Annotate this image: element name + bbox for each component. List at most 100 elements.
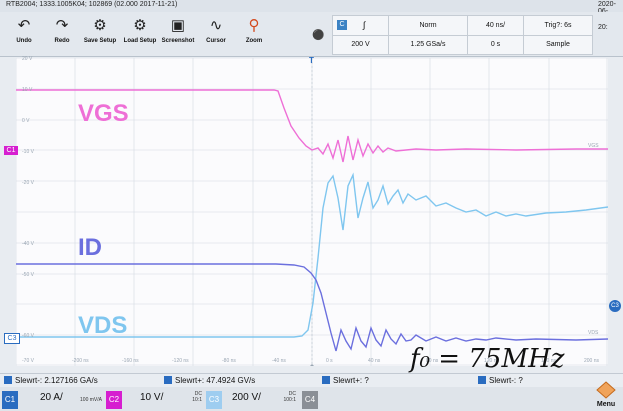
y-label-4: -20 V bbox=[22, 180, 34, 186]
volts-cell[interactable]: 200 V bbox=[332, 35, 389, 55]
offset-cell[interactable]: 0 s bbox=[467, 35, 524, 55]
channel-select-cell[interactable]: C ∫ bbox=[332, 15, 389, 36]
c3-tag[interactable]: C3 bbox=[206, 391, 222, 409]
timebase-cell[interactable]: 40 ns/ bbox=[467, 15, 524, 36]
c1-sub: 100 mV/A bbox=[68, 391, 102, 403]
c2-scale[interactable]: 10 V/ bbox=[140, 392, 164, 403]
timebase-value: 40 ns/ bbox=[485, 22, 506, 29]
date-bottom: 20: bbox=[598, 24, 608, 31]
c1-tag[interactable]: C1 bbox=[2, 391, 18, 409]
gear-save-icon: ⚙ bbox=[93, 17, 107, 34]
waveform-display[interactable]: VGS ID VDS 20 V 10 V 0 V -10 V -20 V -40… bbox=[16, 56, 608, 374]
zoom-button[interactable]: ⚲ Zoom bbox=[234, 14, 274, 54]
magnifier-icon: ⚲ bbox=[248, 17, 260, 34]
trigger-status: Trig?: 6s bbox=[544, 22, 572, 29]
id-trace bbox=[16, 263, 608, 352]
cursor-button[interactable]: ∿ Cursor bbox=[196, 14, 236, 54]
vgs-label: VGS bbox=[78, 100, 129, 127]
measurement-3-swatch bbox=[322, 376, 330, 384]
channel-bar: C1 20 A/ 100 mV/A C2 10 V/ DC 10:1 C3 200… bbox=[0, 387, 623, 411]
c1-scale[interactable]: 20 A/ bbox=[40, 392, 63, 403]
acquisition-cell[interactable]: Sample bbox=[523, 35, 593, 55]
y-label-5: -40 V bbox=[22, 241, 34, 247]
redo-button[interactable]: ↷ Redo bbox=[42, 14, 82, 54]
trigger-t-marker[interactable]: T bbox=[309, 56, 314, 65]
edge-icon: ∫ bbox=[363, 20, 366, 30]
vgs-trace bbox=[16, 89, 608, 163]
c3-sub1: DC bbox=[288, 391, 296, 397]
x-label-5: 0 s bbox=[326, 358, 333, 364]
channel-pill: C bbox=[337, 20, 347, 30]
zoom-label: Zoom bbox=[245, 38, 263, 44]
camera-icon: ▣ bbox=[170, 17, 186, 34]
c2-tag[interactable]: C2 bbox=[106, 391, 122, 409]
x-label-6: 40 ns bbox=[368, 358, 381, 364]
toolbar: ↶ Undo ↷ Redo ⚙ Save Setup ⚙ Load Setup … bbox=[0, 12, 623, 57]
measurement-4[interactable]: Slewrt-: ? bbox=[478, 376, 523, 385]
redo-icon: ↷ bbox=[55, 17, 69, 34]
measurement-2[interactable]: Slewrt+: 47.4924 GV/s bbox=[164, 376, 255, 385]
measurement-2-text: Slewrt+: 47.4924 GV/s bbox=[175, 376, 256, 385]
c2-sub2: 10:1 bbox=[192, 397, 202, 403]
x-label-10: 200 ns bbox=[584, 358, 600, 364]
c3-scale[interactable]: 200 V/ bbox=[232, 392, 261, 403]
undo-icon: ↶ bbox=[17, 17, 31, 34]
vds-trace bbox=[16, 172, 608, 338]
measurement-4-swatch bbox=[478, 376, 486, 384]
volts-value: 200 V bbox=[351, 41, 370, 48]
y-label-8: -70 V bbox=[22, 358, 34, 364]
c3-sub2: 100:1 bbox=[283, 397, 296, 403]
x-label-9: 160 ns bbox=[541, 358, 557, 364]
measurement-3-text: Slewrt+: ? bbox=[333, 376, 369, 385]
waveform-svg bbox=[16, 58, 608, 366]
x-label-0: -200 ns bbox=[72, 358, 89, 364]
trigger-mode-cell[interactable]: Norm bbox=[388, 15, 468, 36]
load-setup-button[interactable]: ⚙ Load Setup bbox=[120, 14, 160, 54]
c1-offset-marker[interactable]: C1 bbox=[4, 146, 18, 155]
measurement-1-swatch bbox=[4, 376, 12, 384]
sample-rate-cell[interactable]: 1.25 GSa/s bbox=[388, 35, 468, 55]
measurement-3[interactable]: Slewrt+: ? bbox=[322, 376, 369, 385]
resonance-formula: f₀ = 75MHz bbox=[410, 344, 565, 374]
x-label-3: -80 ns bbox=[222, 358, 236, 364]
measurement-bar: Slewrt-: 2.127166 GA/s Slewrt+: 47.4924 … bbox=[0, 373, 623, 387]
c2-sub1: DC bbox=[194, 391, 202, 397]
load-setup-label: Load Setup bbox=[123, 38, 157, 44]
x-label-7: 80 ns bbox=[426, 358, 439, 364]
undo-label: Undo bbox=[16, 38, 32, 44]
y-label-6: -50 V bbox=[22, 272, 34, 278]
measurement-1[interactable]: Slewrt-: 2.127166 GA/s bbox=[4, 376, 98, 385]
date-top: 2020-06- bbox=[598, 1, 616, 15]
trigger-mode: Norm bbox=[419, 22, 437, 29]
measurement-2-swatch bbox=[164, 376, 172, 384]
x-label-2: -120 ns bbox=[172, 358, 189, 364]
window-title: RTB2004; 1333.1005K04; 102869 (02.000 20… bbox=[6, 1, 178, 8]
screenshot-label: Screenshot bbox=[161, 38, 195, 44]
window-titlebar: RTB2004; 1333.1005K04; 102869 (02.000 20… bbox=[0, 0, 623, 15]
c2-sub: DC 10:1 bbox=[176, 391, 202, 403]
save-setup-button[interactable]: ⚙ Save Setup bbox=[80, 14, 120, 54]
c1-sub2: 100 mV/A bbox=[80, 397, 102, 403]
trigger-position-marker bbox=[310, 364, 314, 366]
y-label-0: 20 V bbox=[22, 56, 33, 62]
cursor-label: Cursor bbox=[206, 38, 226, 44]
menu-label: Menu bbox=[596, 401, 616, 408]
right-vgs-label: VGS bbox=[588, 143, 599, 149]
y-label-7: -60 V bbox=[22, 333, 34, 339]
c3-offset-marker[interactable]: C3 bbox=[4, 333, 20, 344]
redo-label: Redo bbox=[54, 38, 70, 44]
x-label-1: -160 ns bbox=[122, 358, 139, 364]
trigger-status-cell[interactable]: Trig?: 6s bbox=[523, 15, 593, 36]
right-c3-marker[interactable]: C3 bbox=[609, 300, 621, 312]
sample-rate: 1.25 GSa/s bbox=[410, 41, 446, 48]
settings-dot-icon[interactable]: ⚫ bbox=[312, 30, 325, 41]
menu-button[interactable]: Menu bbox=[593, 381, 619, 409]
undo-button[interactable]: ↶ Undo bbox=[4, 14, 44, 54]
id-label: ID bbox=[78, 234, 102, 261]
c4-tag[interactable]: C4 bbox=[302, 391, 318, 409]
gear-load-icon: ⚙ bbox=[133, 17, 147, 34]
acquisition-mode: Sample bbox=[546, 41, 570, 48]
screenshot-button[interactable]: ▣ Screenshot bbox=[158, 14, 198, 54]
x-label-8: 120 ns bbox=[484, 358, 500, 364]
y-label-2: 0 V bbox=[22, 118, 30, 124]
